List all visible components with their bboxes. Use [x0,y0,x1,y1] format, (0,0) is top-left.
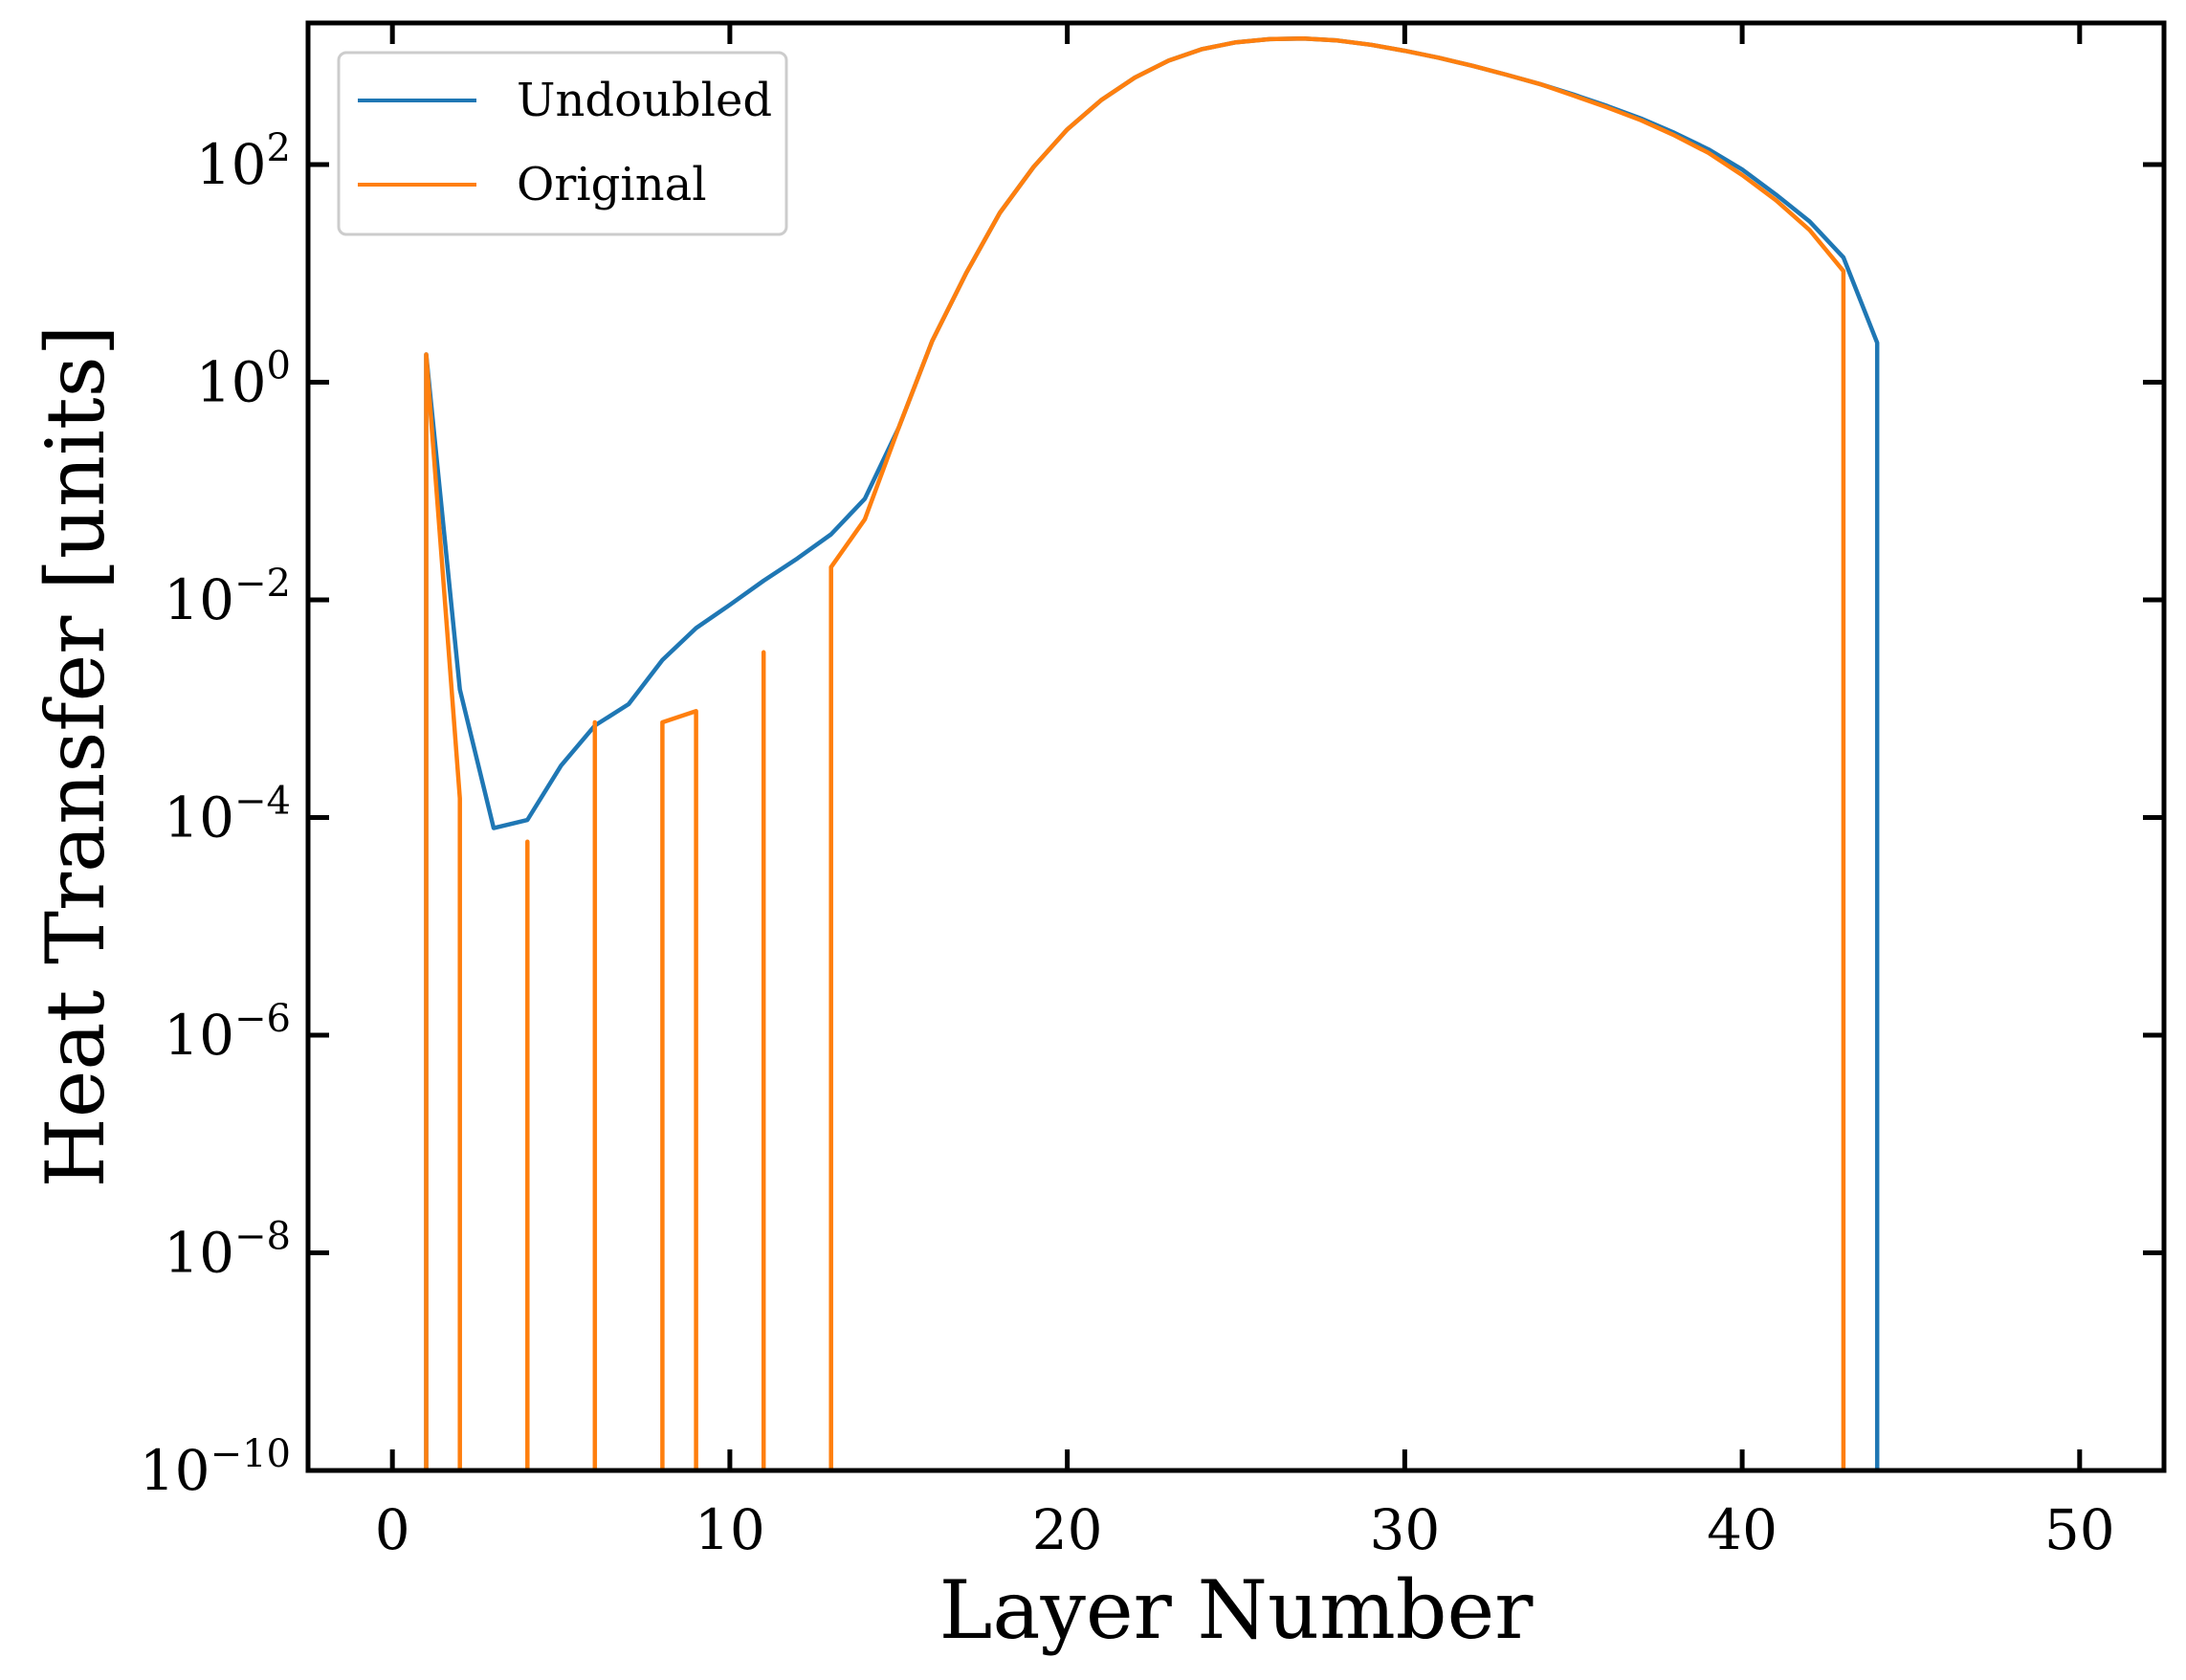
y-tick-label: 100 [196,343,291,414]
x-axis-title: Layer Number [939,1563,1535,1657]
tick-labels-group: 0 10 20 30 40 50 10−10 10−8 10−6 10−4 10−2 100 102 [140,126,2115,1562]
y-tick-label: 102 [196,126,291,197]
series-line-undoubled [424,35,1880,1470]
x-tick-label: 0 [375,1497,410,1562]
x-tick-label: 30 [1369,1497,1440,1562]
y-axis-title: Heat Transfer [units] [29,324,122,1187]
series-group [424,35,1880,1473]
ticks-group [308,23,2164,1473]
x-tick-label: 50 [2044,1497,2115,1562]
legend-label-undoubled: Undoubled [517,74,772,127]
x-tick-label: 40 [1707,1497,1778,1562]
legend-box [337,51,788,236]
legend-label-original: Original [517,158,707,211]
x-tick-label: 10 [695,1497,765,1562]
legend: Undoubled Original [337,51,788,236]
plot-frame [305,20,2167,1473]
y-tick-label: 10−10 [140,1432,291,1503]
series-line-original [424,35,1846,1473]
y-tick-label: 10−2 [164,562,291,632]
x-tick-label: 20 [1032,1497,1103,1562]
y-tick-label: 10−4 [164,779,291,850]
y-tick-label: 10−6 [164,997,291,1068]
y-tick-label: 10−8 [164,1214,291,1285]
